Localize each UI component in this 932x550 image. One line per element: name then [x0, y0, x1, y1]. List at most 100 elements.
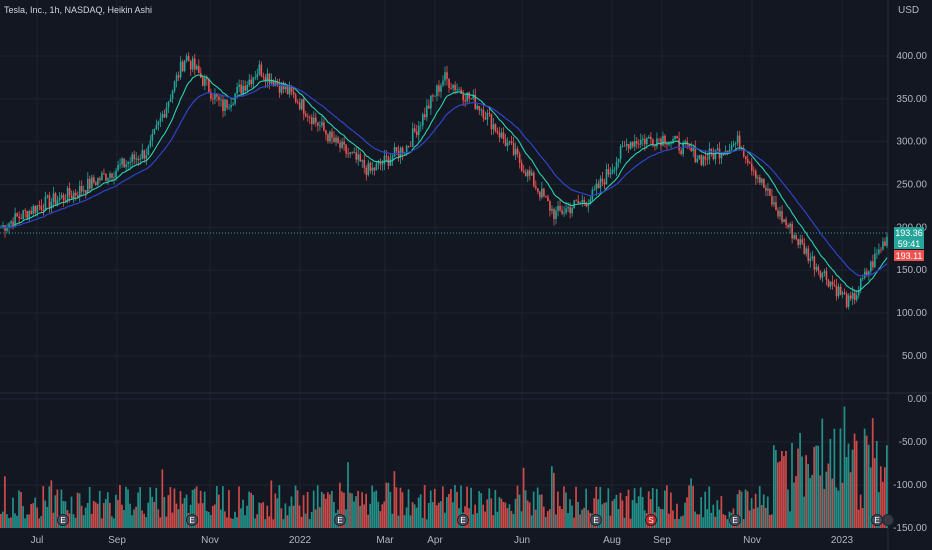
- candle-body: [6, 227, 8, 231]
- histogram-bar: [177, 509, 180, 528]
- event-marker[interactable]: [729, 514, 741, 526]
- histogram-bar: [236, 517, 238, 528]
- histogram-bar: [6, 514, 8, 528]
- histogram-bar: [561, 509, 563, 528]
- candle-body: [583, 200, 586, 203]
- event-marker[interactable]: [457, 514, 469, 526]
- candle-body: [666, 143, 668, 145]
- histogram-bar: [92, 500, 95, 528]
- histogram-bar: [82, 515, 85, 528]
- histogram-bar: [363, 504, 365, 528]
- price-tick-label: 100.00: [896, 308, 927, 319]
- candle-body: [349, 152, 351, 154]
- candle-body: [256, 74, 259, 78]
- histogram-bar: [441, 486, 444, 528]
- candle-body: [147, 146, 150, 156]
- candle-body: [401, 147, 404, 155]
- candle-body: [639, 139, 642, 145]
- histogram-bar: [246, 505, 248, 528]
- histogram-bar: [540, 494, 543, 528]
- candle-body: [662, 135, 664, 146]
- histogram-bar: [597, 499, 600, 528]
- candle-body: [115, 170, 117, 178]
- candle-body: [210, 92, 212, 99]
- event-marker[interactable]: [334, 514, 346, 526]
- histogram-bar: [183, 498, 186, 528]
- candle-body: [613, 169, 616, 171]
- histogram-bar: [514, 498, 517, 528]
- histogram-bar: [569, 499, 571, 528]
- candle-body: [700, 155, 703, 165]
- candle-body: [32, 205, 35, 214]
- lightning-icon[interactable]: [882, 514, 894, 526]
- histogram-bar: [213, 504, 216, 528]
- event-marker[interactable]: [57, 514, 69, 526]
- histogram-bar: [883, 467, 886, 528]
- histogram-bar: [833, 428, 836, 528]
- last-price-tag: [894, 227, 924, 239]
- candle-body: [313, 117, 315, 125]
- candle-body: [757, 177, 759, 179]
- histogram-bar: [678, 519, 680, 528]
- candle-body: [306, 116, 309, 118]
- histogram-bar: [817, 445, 820, 528]
- histogram-bar: [756, 507, 759, 528]
- candle-body: [383, 155, 386, 164]
- histogram-bar: [474, 504, 476, 528]
- candle-body: [775, 202, 777, 211]
- histogram-bar: [435, 505, 438, 528]
- price-tick-label: 150.00: [896, 265, 927, 276]
- candle-body: [843, 292, 846, 294]
- candle-body: [157, 121, 160, 125]
- candle-body: [837, 286, 840, 297]
- histogram-bar: [16, 515, 18, 528]
- candle-body: [462, 93, 464, 101]
- histogram-bar: [468, 508, 470, 528]
- candle-body: [361, 160, 364, 162]
- histogram-bar: [397, 515, 400, 528]
- histogram-bar: [674, 518, 676, 528]
- candle-body: [438, 85, 440, 92]
- candle-body: [720, 153, 723, 159]
- histogram-bar: [492, 515, 495, 528]
- histogram-bar: [288, 506, 291, 528]
- histogram-tick-label: -50.00: [899, 437, 928, 448]
- histogram-bar: [300, 516, 303, 528]
- histogram-bar: [349, 492, 351, 528]
- histogram-bar: [649, 499, 652, 528]
- candle-body: [238, 84, 240, 88]
- candle-body: [785, 219, 787, 225]
- histogram-bar: [280, 508, 283, 528]
- histogram-bar: [72, 514, 75, 528]
- histogram-bar: [805, 455, 807, 528]
- candle-body: [430, 95, 432, 109]
- candle-body: [783, 219, 785, 223]
- histogram-bar: [407, 489, 410, 528]
- candle-body: [351, 152, 353, 154]
- histogram-bar: [524, 490, 527, 528]
- candle-body: [486, 112, 489, 120]
- histogram-bar: [571, 505, 573, 528]
- candle-body: [543, 188, 545, 197]
- candle-body: [230, 104, 232, 108]
- histogram-bar: [207, 512, 210, 528]
- event-marker[interactable]: [186, 514, 198, 526]
- histogram-bar: [383, 501, 386, 528]
- histogram-bar: [266, 505, 269, 528]
- candle-body: [242, 85, 244, 94]
- candle-body: [165, 107, 168, 118]
- candle-body: [311, 117, 313, 125]
- candle-body: [70, 195, 73, 199]
- histogram-bar: [391, 513, 394, 528]
- histogram-bar: [865, 435, 868, 528]
- candle-body: [300, 99, 303, 110]
- histogram-bar: [252, 495, 254, 528]
- event-marker-label: E: [874, 516, 879, 525]
- histogram-bar: [278, 485, 281, 528]
- candle-body: [80, 186, 83, 192]
- event-marker[interactable]: [645, 514, 657, 526]
- event-marker[interactable]: [590, 514, 602, 526]
- candle-body: [452, 85, 454, 89]
